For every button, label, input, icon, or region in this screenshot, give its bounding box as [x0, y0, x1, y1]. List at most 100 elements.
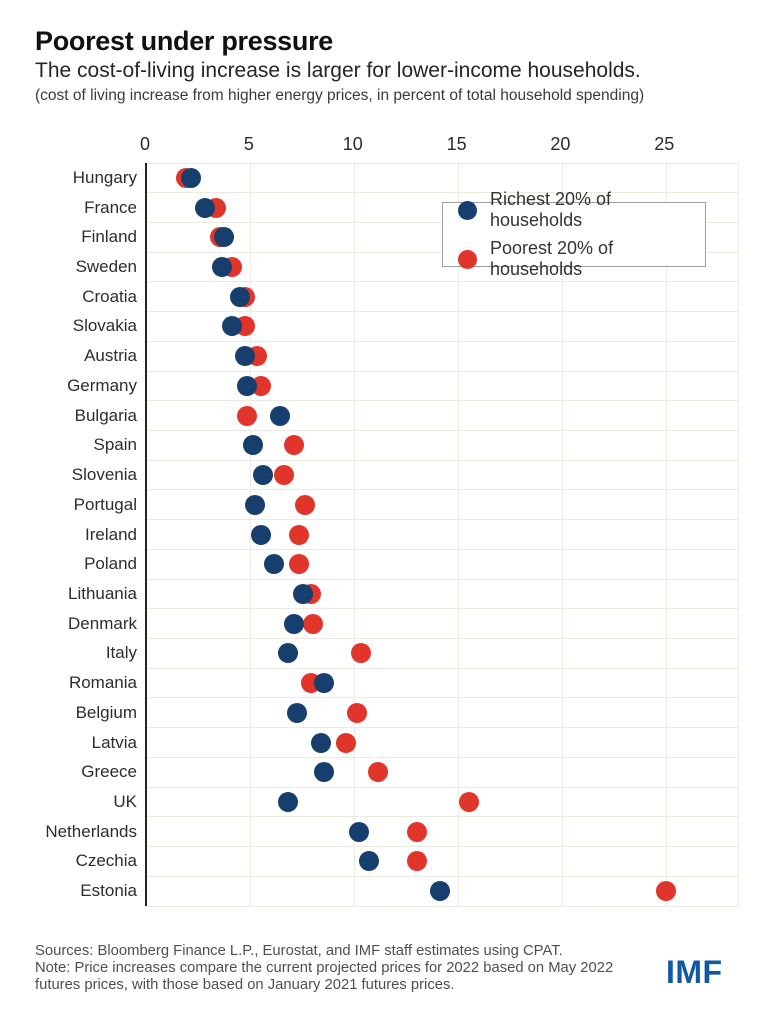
- data-dot-poorest: [336, 732, 357, 753]
- grid-line-v: [561, 163, 563, 906]
- country-label: Greece: [81, 762, 137, 782]
- country-label: Italy: [105, 643, 137, 663]
- data-dot-poorest: [407, 821, 428, 842]
- legend-item: Poorest 20% of households: [458, 238, 705, 280]
- legend-item: Richest 20% of households: [458, 189, 705, 231]
- data-dot-richest: [253, 465, 274, 486]
- data-dot-richest: [278, 643, 299, 664]
- x-axis-tick: 20: [550, 134, 571, 154]
- country-label: Czechia: [75, 851, 137, 871]
- data-dot-richest: [269, 405, 290, 426]
- grid-line-v: [354, 163, 356, 906]
- grid-line-h: [147, 638, 739, 640]
- plot-right-border: [738, 163, 739, 906]
- grid-line-h: [147, 281, 739, 283]
- legend-dot-poorest-icon: [458, 249, 477, 269]
- x-axis-tick: 10: [342, 134, 363, 154]
- country-label: France: [84, 197, 137, 217]
- data-dot-poorest: [346, 702, 367, 723]
- grid-line-h: [147, 697, 739, 699]
- grid-line-h: [147, 519, 739, 521]
- data-dot-poorest: [350, 643, 371, 664]
- data-dot-poorest: [288, 554, 309, 575]
- x-axis-tick: 25: [654, 134, 675, 154]
- x-axis-tick: 0: [139, 134, 151, 154]
- grid-line-h: [147, 192, 739, 194]
- footer-sources: Sources: Bloomberg Finance L.P., Eurosta…: [35, 943, 563, 959]
- footer: Sources: Bloomberg Finance L.P., Eurosta…: [35, 943, 647, 994]
- grid-line-v: [458, 163, 460, 906]
- grid-line-h: [147, 756, 739, 758]
- data-dot-richest: [180, 167, 201, 188]
- grid-line-h: [147, 875, 739, 877]
- country-label: Latvia: [91, 732, 137, 752]
- page-title: Poorest under pressure: [35, 26, 333, 56]
- grid-line-h: [147, 489, 739, 491]
- data-dot-poorest: [236, 405, 257, 426]
- legend: Richest 20% of households Poorest 20% of …: [442, 189, 706, 279]
- grid-line-h: [147, 400, 739, 402]
- data-dot-richest: [359, 851, 380, 872]
- country-label: Lithuania: [67, 583, 137, 603]
- country-label: Slovakia: [72, 316, 137, 336]
- data-dot-richest: [313, 673, 334, 694]
- grid-line-h: [147, 340, 739, 342]
- grid-line-v: [665, 163, 667, 906]
- data-dot-poorest: [458, 791, 479, 812]
- data-dot-poorest: [284, 435, 305, 456]
- page-subtitle: The cost-of-living increase is larger fo…: [35, 59, 641, 82]
- country-label: Finland: [81, 227, 137, 247]
- data-dot-richest: [236, 375, 257, 396]
- data-dot-richest: [245, 494, 265, 515]
- grid-line-h: [147, 578, 739, 580]
- data-dot-richest: [251, 524, 272, 545]
- legend-label: Richest 20% of households: [490, 189, 612, 230]
- legend-dot-richest-icon: [458, 200, 477, 220]
- country-label: Romania: [68, 673, 137, 693]
- data-dot-richest: [234, 346, 255, 367]
- country-label: Denmark: [68, 613, 137, 633]
- grid-line-h: [147, 727, 739, 729]
- data-dot-richest: [292, 583, 313, 604]
- grid-line-h: [147, 608, 739, 610]
- data-dot-richest: [242, 435, 263, 456]
- x-axis-tick: 5: [243, 134, 254, 154]
- data-dot-richest: [222, 316, 243, 337]
- grid-line-h: [147, 162, 739, 164]
- data-dot-poorest: [367, 762, 388, 783]
- data-dot-richest: [284, 613, 305, 634]
- data-dot-poorest: [251, 375, 272, 396]
- data-dot-richest: [278, 791, 299, 812]
- data-dot-poorest: [294, 494, 315, 515]
- legend-label: Poorest 20% of households: [490, 238, 614, 279]
- country-label: Germany: [67, 375, 137, 395]
- data-dot-richest: [286, 702, 307, 723]
- country-label: Portugal: [73, 494, 137, 514]
- data-dot-richest: [213, 227, 234, 248]
- data-dot-poorest: [274, 465, 295, 486]
- country-label: Spain: [93, 435, 137, 455]
- grid-line-h: [147, 786, 739, 788]
- grid-line-h: [147, 905, 739, 907]
- grid-line-v: [250, 163, 252, 906]
- data-dot-richest: [348, 821, 369, 842]
- grid-line-h: [147, 459, 739, 461]
- country-label: Poland: [84, 554, 137, 574]
- x-axis-tick: 15: [446, 134, 467, 154]
- data-dot-poorest: [407, 851, 428, 872]
- grid-line-h: [147, 370, 739, 372]
- data-dot-poorest: [288, 524, 309, 545]
- country-label: Slovenia: [71, 465, 137, 485]
- unit-note: (cost of living increase from higher ene…: [35, 87, 645, 104]
- grid-line-h: [147, 816, 739, 818]
- data-dot-richest: [429, 881, 450, 902]
- data-dot-richest: [195, 197, 216, 218]
- grid-line-h: [147, 311, 739, 313]
- country-label: Bulgaria: [74, 405, 137, 425]
- country-label: Austria: [84, 346, 137, 366]
- footer-note: Note: Price increases compare the curren…: [35, 960, 614, 993]
- data-dot-poorest: [656, 881, 677, 902]
- imf-logo: IMF: [666, 954, 723, 990]
- country-label: Netherlands: [45, 821, 137, 841]
